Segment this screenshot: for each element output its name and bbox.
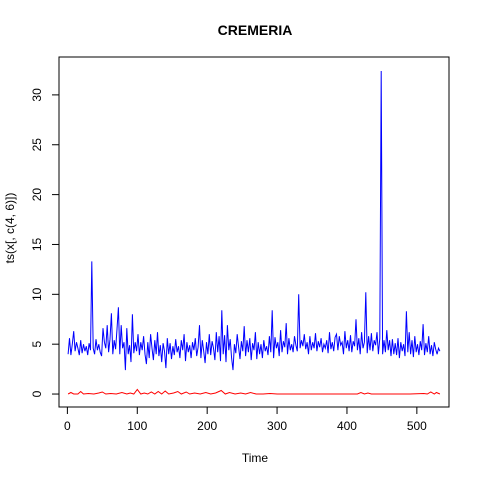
series-line-1 (67, 70, 441, 371)
y-tick-label: 20 (30, 188, 44, 202)
y-axis: 0 5 10 15 20 25 30 (30, 88, 60, 397)
y-tick-label: 15 (30, 237, 44, 251)
x-tick-label: 200 (197, 419, 217, 433)
x-tick-label: 0 (64, 419, 71, 433)
series-layer (67, 70, 441, 395)
chart-title: CREMERIA (218, 22, 293, 38)
y-axis-label: ts(x[, c(4, 6)]) (3, 193, 17, 264)
y-tick-label: 10 (30, 287, 44, 301)
x-tick-label: 300 (267, 419, 287, 433)
x-tick-label: 100 (127, 419, 147, 433)
x-axis: 0 100 200 300 400 500 (64, 406, 427, 433)
y-tick-label: 25 (30, 138, 44, 152)
y-tick-label: 30 (30, 88, 44, 102)
x-axis-label: Time (242, 451, 269, 465)
y-tick-label: 0 (30, 390, 44, 397)
x-tick-label: 400 (337, 419, 357, 433)
x-tick-label: 500 (407, 419, 427, 433)
y-tick-label: 5 (30, 341, 44, 348)
series-line-2 (67, 388, 441, 395)
